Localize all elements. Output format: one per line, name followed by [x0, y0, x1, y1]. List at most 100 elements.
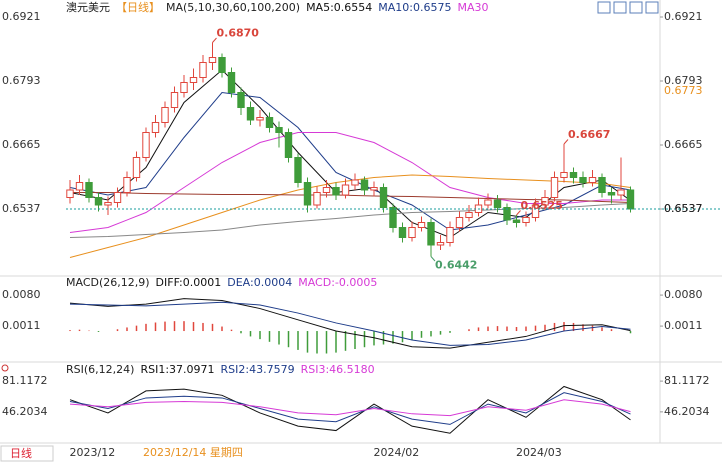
macd-line [69, 301, 631, 346]
icon[interactable] [613, 1, 627, 14]
candle-body [246, 107, 255, 121]
icon[interactable] [597, 1, 611, 14]
candle-body [455, 217, 464, 228]
y-tick-label-left: 0.0011 [2, 319, 41, 332]
candle-body [360, 179, 369, 191]
y-tick-label-left: 0.6537 [2, 202, 41, 215]
candle-body [85, 182, 93, 198]
candle-body [208, 57, 217, 63]
candle-body [512, 219, 521, 223]
candle-body [522, 217, 530, 223]
period-box[interactable] [0, 445, 54, 462]
candle-body [370, 187, 378, 191]
candle-body [66, 189, 74, 198]
candle-body [123, 177, 131, 193]
period-label[interactable]: 日线 [10, 446, 32, 460]
legend-text: RSI(6,12,24) [66, 363, 134, 376]
candle-body [493, 199, 502, 208]
legend-text: MA(5,10,30,60,100,200) [166, 1, 300, 14]
legend-text: DIFF:0.0001 [156, 276, 222, 289]
y-tick-label-left: 0.6665 [2, 138, 41, 151]
candle-body [151, 122, 160, 133]
extreme-label: 0.6442 [435, 259, 477, 272]
candle-body [598, 177, 606, 193]
y-tick-label-left: 0.6793 [2, 74, 41, 87]
toolbar-icons[interactable] [597, 1, 659, 14]
candle-body [617, 189, 625, 196]
icon[interactable] [629, 1, 643, 14]
candle-body [531, 204, 540, 218]
candle-body [104, 202, 112, 206]
candle-body [256, 117, 264, 121]
y-tick-label-left: 46.2034 [2, 405, 48, 418]
macd-line [69, 298, 631, 349]
y-tick-label-right: 0.6793 [664, 74, 703, 87]
candle-body [189, 77, 198, 83]
legend-text: MA10:0.6575 [378, 1, 451, 14]
y-tick-label-left: 81.1172 [2, 374, 48, 387]
candle-body [303, 182, 312, 206]
extreme-pointer [516, 210, 521, 216]
candle-body [389, 207, 397, 228]
candle-body [588, 177, 597, 183]
moving-average [69, 69, 631, 239]
candle-body [379, 187, 388, 208]
candle-body [218, 57, 226, 73]
candle-body [237, 92, 245, 108]
candle-body [227, 72, 236, 93]
rsi-line [69, 399, 631, 417]
cursor-date: 2023/12/14 星期四 [143, 446, 243, 459]
candle-body [113, 192, 122, 203]
y-tick-label-right: 81.1172 [664, 374, 710, 387]
extreme-pointer [563, 139, 569, 145]
legend-text: MACD(26,12,9) [66, 276, 150, 289]
candle-body [341, 184, 350, 196]
moving-average [69, 174, 631, 258]
candle-body [436, 242, 445, 246]
y-tick-label-right: 0.0080 [664, 288, 703, 301]
legend-text: MA30 [458, 1, 489, 14]
last-price-label: 0.6537 [664, 202, 703, 215]
candle-body [294, 157, 302, 183]
icon[interactable] [645, 1, 659, 14]
candle-body [626, 189, 635, 210]
candle-body [180, 82, 188, 93]
y-tick-label-right: 46.2034 [664, 405, 710, 418]
candle-body [569, 172, 578, 178]
x-tick-label: 2024/03 [516, 446, 562, 459]
legend-text: MACD:-0.0005 [298, 276, 377, 289]
candle-body [275, 127, 283, 133]
candle-body [75, 182, 84, 191]
candle-body [417, 222, 426, 228]
candle-body [284, 132, 293, 158]
x-tick-label: 2023/12 [70, 446, 116, 459]
extreme-label: 0.6667 [568, 128, 610, 141]
candle-body [170, 92, 179, 108]
candle-body [408, 227, 416, 238]
candle-body [484, 199, 492, 206]
candle-body [579, 177, 587, 183]
legend-text: MA5:0.6554 [306, 1, 372, 14]
marker-price-label: 0.6773 [664, 84, 703, 97]
candle-body [199, 62, 207, 78]
candle-body [465, 212, 473, 218]
rsi-line [69, 385, 631, 434]
x-tick-label: 2024/02 [374, 446, 420, 459]
candle-body [550, 177, 559, 198]
y-tick-label-left: 0.6921 [2, 10, 41, 23]
candle-body [132, 157, 141, 178]
y-tick-label-right: 0.6921 [664, 10, 703, 23]
legend-text: RSI2:43.7579 [221, 363, 295, 376]
legend-text: RSI1:37.0971 [140, 363, 214, 376]
candle-body [332, 187, 340, 196]
rsi-line [69, 392, 631, 425]
candle-body [427, 222, 435, 246]
y-tick-label-left: 0.0080 [2, 288, 41, 301]
candle-body [351, 179, 359, 186]
candle-body [560, 172, 568, 178]
settings-icon[interactable] [1, 364, 9, 372]
candle-body [607, 192, 616, 196]
y-tick-label-right: 0.0011 [664, 319, 703, 332]
candle-body [161, 107, 169, 123]
